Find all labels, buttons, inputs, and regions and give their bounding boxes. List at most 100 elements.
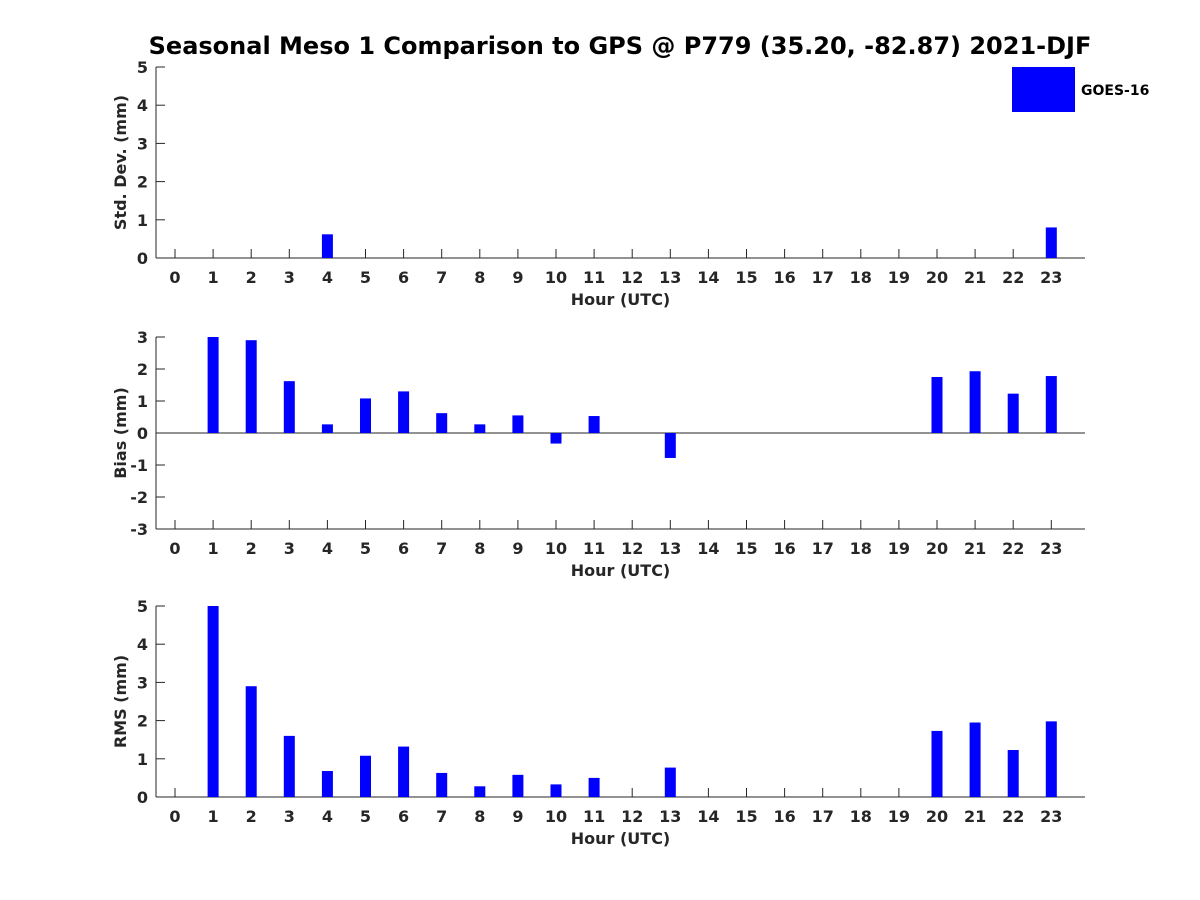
rms-x-tick-label: 8 — [474, 807, 485, 826]
rms-y-tick-label: 5 — [137, 597, 148, 616]
bias-y-tick-label: 0 — [137, 424, 148, 443]
bias-x-tick-label: 21 — [964, 539, 986, 558]
bias-x-tick-label: 5 — [360, 539, 371, 558]
rms-bar-hour-11 — [588, 777, 600, 797]
bias-x-tick-label: 16 — [773, 539, 795, 558]
std-dev-x-tick-label: 10 — [545, 268, 567, 287]
rms-bar-hour-1 — [207, 606, 219, 797]
rms-y-axis-label: RMS (mm) — [111, 655, 130, 748]
bias-x-tick-label: 18 — [850, 539, 872, 558]
std-dev-x-tick-label: 8 — [474, 268, 485, 287]
std-dev-bar-hour-23 — [1045, 227, 1057, 258]
legend-swatch-goes-16 — [1012, 67, 1075, 112]
bias-y-tick-label: -1 — [130, 456, 148, 475]
bias-bar-hour-11 — [588, 416, 600, 433]
rms-x-tick-label: 0 — [169, 807, 180, 826]
rms-x-tick-label: 10 — [545, 807, 567, 826]
bias-x-tick-label: 6 — [398, 539, 409, 558]
bias-bar-hour-7 — [436, 413, 448, 433]
rms-bar-hour-21 — [969, 722, 981, 797]
bias-x-tick-label: 22 — [1002, 539, 1024, 558]
bias-x-tick-label: 2 — [246, 539, 257, 558]
rms-bar-hour-20 — [931, 730, 943, 797]
legend-label-goes-16: GOES-16 — [1081, 83, 1149, 99]
bias-x-tick-label: 23 — [1040, 539, 1062, 558]
std-dev-x-tick-label: 0 — [169, 268, 180, 287]
bias-x-tick-label: 10 — [545, 539, 567, 558]
bias-x-tick-label: 14 — [697, 539, 719, 558]
bias-x-tick-label: 1 — [208, 539, 219, 558]
std-dev-x-tick-label: 15 — [735, 268, 757, 287]
bias-bar-hour-10 — [550, 433, 562, 444]
rms-x-tick-label: 2 — [246, 807, 257, 826]
rms-x-tick-label: 3 — [284, 807, 295, 826]
bias-bar-hour-2 — [245, 340, 257, 433]
rms-x-tick-label: 4 — [322, 807, 333, 826]
std-dev-x-tick-label: 11 — [583, 268, 605, 287]
bias-x-tick-label: 4 — [322, 539, 333, 558]
rms-bar-hour-13 — [664, 767, 676, 797]
bias-panel: 0 1 2 3 4 5 6 7 8 9 10 11 12 13 14 15 16 17 18 19 20 21 22 23-3… — [111, 328, 1085, 580]
rms-bar-hour-8 — [474, 786, 486, 797]
std-dev-x-tick-label: 22 — [1002, 268, 1024, 287]
rms-bar-hour-3 — [283, 735, 295, 797]
rms-y-tick-label: 0 — [137, 788, 148, 807]
bias-x-tick-label: 20 — [926, 539, 948, 558]
std-dev-x-axis-label: Hour (UTC) — [571, 290, 671, 309]
rms-x-tick-label: 5 — [360, 807, 371, 826]
rms-bar-hour-6 — [398, 746, 410, 797]
rms-y-tick-label: 2 — [137, 712, 148, 731]
std-dev-x-tick-label: 17 — [812, 268, 834, 287]
std-dev-x-tick-label: 14 — [697, 268, 719, 287]
rms-bar-hour-5 — [360, 755, 371, 797]
std-dev-x-tick-label: 19 — [888, 268, 910, 287]
bias-x-tick-label: 15 — [735, 539, 757, 558]
rms-x-tick-label: 6 — [398, 807, 409, 826]
std-dev-x-tick-label: 5 — [360, 268, 371, 287]
bias-bar-hour-8 — [474, 424, 486, 433]
rms-x-tick-label: 13 — [659, 807, 681, 826]
rms-bar-hour-10 — [550, 784, 562, 797]
bias-bar-hour-1 — [207, 337, 219, 433]
std-dev-x-tick-label: 9 — [512, 268, 523, 287]
std-dev-x-tick-label: 1 — [208, 268, 219, 287]
std-dev-panel: 0 1 2 3 4 5 6 7 8 9 10 11 12 13 14 15 16 17 18 19 20 21 22 2301… — [111, 58, 1085, 309]
bias-x-axis-label: Hour (UTC) — [571, 561, 671, 580]
std-dev-y-tick-label: 0 — [137, 249, 148, 268]
rms-x-tick-label: 9 — [512, 807, 523, 826]
rms-x-tick-label: 15 — [735, 807, 757, 826]
std-dev-y-tick-label: 3 — [137, 134, 148, 153]
std-dev-x-tick-label: 12 — [621, 268, 643, 287]
bias-x-tick-label: 17 — [812, 539, 834, 558]
std-dev-x-tick-label: 3 — [284, 268, 295, 287]
bias-bar-hour-23 — [1045, 376, 1057, 433]
std-dev-bar-hour-4 — [321, 234, 333, 258]
rms-y-tick-label: 1 — [137, 750, 148, 769]
std-dev-x-tick-label: 2 — [246, 268, 257, 287]
rms-panel: 0 1 2 3 4 5 6 7 8 9 10 11 12 13 14 15 16 17 18 19 20 21 22 2301… — [111, 597, 1085, 848]
bias-y-tick-label: 3 — [137, 328, 148, 347]
rms-x-tick-label: 21 — [964, 807, 986, 826]
rms-bar-hour-9 — [512, 774, 524, 797]
bias-x-tick-label: 7 — [436, 539, 447, 558]
rms-x-axis-label: Hour (UTC) — [571, 829, 671, 848]
rms-x-tick-label: 23 — [1040, 807, 1062, 826]
rms-x-tick-label: 17 — [812, 807, 834, 826]
rms-y-tick-label: 4 — [137, 635, 148, 654]
rms-x-tick-label: 11 — [583, 807, 605, 826]
figure-title: Seasonal Meso 1 Comparison to GPS @ P779… — [149, 32, 1092, 60]
bias-x-tick-label: 13 — [659, 539, 681, 558]
rms-x-tick-label: 18 — [850, 807, 872, 826]
std-dev-x-tick-label: 21 — [964, 268, 986, 287]
rms-x-tick-label: 20 — [926, 807, 948, 826]
std-dev-y-tick-label: 1 — [137, 211, 148, 230]
bias-y-tick-label: -2 — [130, 488, 148, 507]
bias-bar-hour-5 — [360, 398, 371, 433]
std-dev-y-tick-label: 5 — [137, 58, 148, 77]
rms-bar-hour-7 — [436, 772, 448, 797]
bias-x-tick-label: 3 — [284, 539, 295, 558]
std-dev-x-tick-label: 16 — [773, 268, 795, 287]
bias-x-tick-label: 11 — [583, 539, 605, 558]
rms-x-tick-label: 19 — [888, 807, 910, 826]
